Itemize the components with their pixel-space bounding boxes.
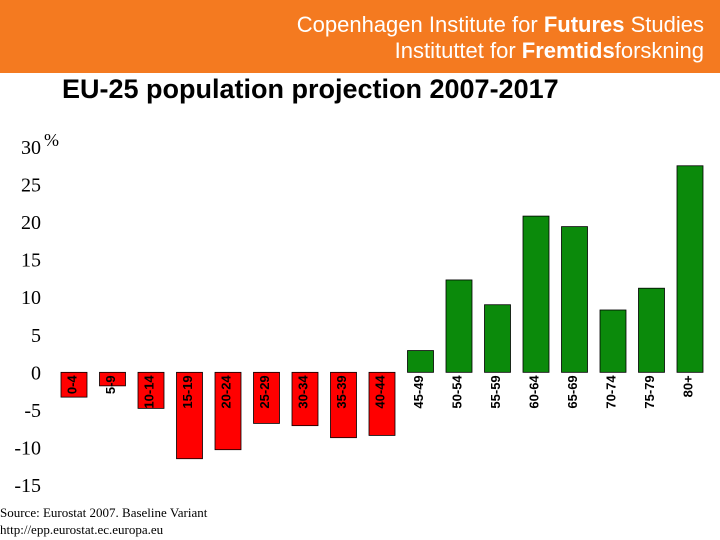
category-label: 70-74: [604, 375, 619, 409]
y-tick-label: -5: [24, 400, 41, 422]
bar-60-64: [522, 215, 550, 373]
y-tick-label: 15: [21, 250, 41, 272]
category-label: 65-69: [565, 375, 580, 408]
category-label: 75-79: [642, 375, 657, 408]
y-axis-label: %: [44, 130, 59, 150]
category-label: 0-4: [65, 375, 80, 395]
category-label: 5-9: [103, 375, 118, 394]
institute-name-danish: Instituttet for Fremtidsforskning: [394, 38, 704, 63]
bar-20-24: [214, 371, 242, 451]
bar-75-79: [638, 287, 665, 373]
category-label: 40-44: [373, 375, 388, 409]
y-tick-label: -10: [14, 437, 41, 459]
bar-40-44: [368, 371, 396, 436]
category-label: 30-34: [296, 375, 311, 409]
category-label: 60-64: [527, 375, 542, 409]
y-tick-label: 10: [21, 287, 41, 309]
category-label: 10-14: [142, 375, 157, 409]
bar-25-29: [253, 371, 280, 424]
bar-0-4: [60, 371, 88, 398]
bar-30-34: [291, 371, 319, 427]
category-label: 35-39: [334, 375, 349, 408]
category-label: 20-24: [219, 375, 234, 409]
bar-65-69: [561, 226, 588, 373]
source-line: Source: Eurostat 2007. Baseline Variant: [0, 505, 208, 520]
chart-title: EU-25 population projection 2007-2017: [62, 74, 559, 104]
category-label: 80+: [681, 375, 696, 397]
y-tick-label: -15: [14, 475, 41, 497]
y-tick-label: 25: [21, 175, 41, 197]
bar-35-39: [330, 371, 357, 439]
category-label: 50-54: [450, 375, 465, 409]
bar-15-19: [176, 371, 203, 460]
institute-name-english: Copenhagen Institute for Futures Studies: [296, 12, 704, 37]
bar-50-54: [445, 279, 473, 373]
header-banner: Copenhagen Institute for Futures Studies…: [0, 0, 720, 73]
category-label: 15-19: [180, 375, 195, 408]
source-note: Source: Eurostat 2007. Baseline Variant …: [0, 504, 207, 538]
category-label: 55-59: [488, 375, 503, 408]
y-tick-label: 20: [21, 212, 41, 234]
source-url: http://epp.eurostat.ec.europa.eu: [0, 522, 164, 537]
bar-45-49: [407, 350, 434, 373]
bar-55-59: [484, 304, 511, 373]
category-label: 25-29: [257, 375, 272, 408]
category-label: 45-49: [411, 375, 426, 408]
bar-80+: [676, 165, 704, 373]
bar-70-74: [599, 309, 627, 373]
bar-10-14: [137, 371, 165, 409]
y-tick-label: 0: [31, 362, 41, 384]
bar-5-9: [99, 371, 126, 387]
y-tick-label: 30: [21, 137, 41, 159]
y-tick-label: 5: [31, 325, 41, 347]
